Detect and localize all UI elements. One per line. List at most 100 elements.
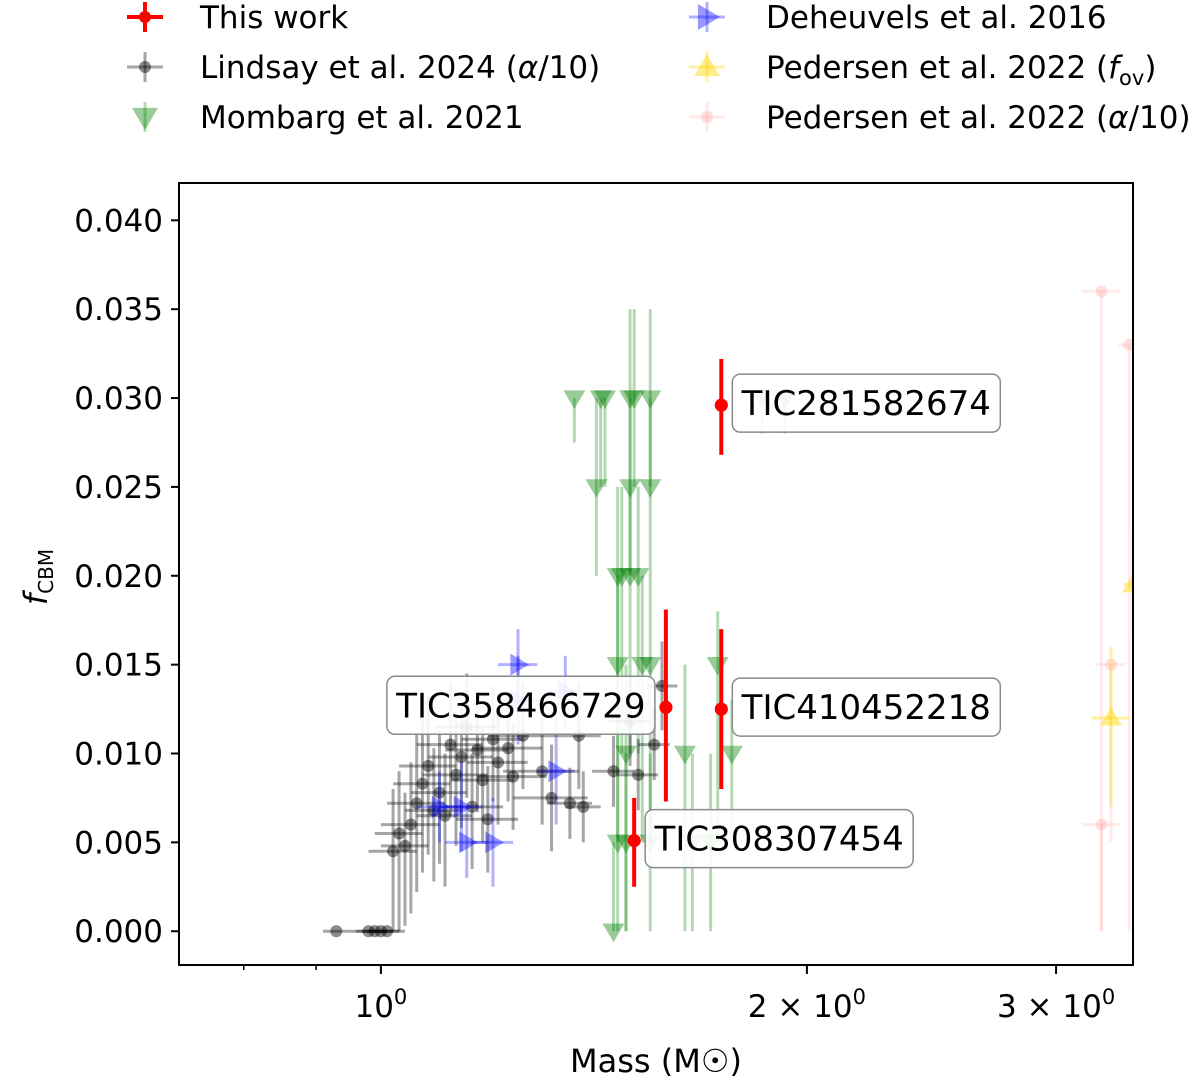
legend-label-symbol: α bbox=[1108, 100, 1128, 136]
legend-label-suffix: /10) bbox=[538, 50, 600, 86]
data-point bbox=[631, 656, 654, 676]
legend-label-text: Deheuvels et al. 2016 bbox=[766, 0, 1107, 36]
legend-marker bbox=[138, 10, 152, 24]
data-point bbox=[433, 786, 446, 799]
legend-label: Mombarg et al. 2021 bbox=[200, 100, 524, 136]
data-point bbox=[563, 390, 586, 410]
legend-label-suffix: ) bbox=[1144, 50, 1156, 86]
data-point bbox=[648, 738, 661, 751]
legend-item: Pedersen et al. 2022 (α/10) bbox=[689, 100, 1191, 136]
data-point bbox=[606, 656, 629, 676]
data-point bbox=[1099, 706, 1122, 726]
annotation-label: TIC281582674 bbox=[741, 384, 991, 424]
x-tick-label: 3 × 100 bbox=[997, 985, 1115, 1025]
data-point bbox=[602, 923, 625, 943]
data-point bbox=[619, 568, 642, 587]
data-point bbox=[720, 745, 743, 765]
data-point bbox=[706, 656, 729, 676]
data-point bbox=[632, 768, 645, 781]
data-point bbox=[623, 390, 646, 410]
data-point bbox=[714, 398, 728, 412]
legend-marker bbox=[700, 110, 714, 124]
data-point bbox=[476, 774, 489, 787]
data-point bbox=[438, 809, 452, 822]
data-point bbox=[639, 479, 662, 498]
series-lindsay-et-al-2024-10 bbox=[322, 641, 678, 938]
x-tick-label: 100 bbox=[354, 985, 407, 1025]
series-pedersen-et-al-2022-f-ov bbox=[1091, 531, 1133, 807]
data-point bbox=[593, 390, 616, 410]
data-point bbox=[393, 827, 406, 840]
svg-text:fCBM: fCBM bbox=[17, 549, 58, 605]
annotation-tic410452218: TIC410452218 bbox=[731, 677, 1002, 737]
annotation-label: TIC358466729 bbox=[395, 686, 645, 726]
data-point bbox=[585, 479, 608, 498]
data-point bbox=[606, 568, 629, 587]
data-point bbox=[466, 800, 479, 813]
data-point bbox=[627, 568, 650, 587]
annotations: TIC281582674 TIC358466729 TIC410452218 TIC3… bbox=[386, 373, 1002, 869]
x-tick-label-base: 10 bbox=[354, 989, 393, 1025]
data-point bbox=[410, 797, 423, 810]
data-point bbox=[453, 795, 473, 818]
data-point bbox=[659, 700, 673, 714]
data-point bbox=[444, 738, 457, 751]
data-point bbox=[714, 702, 728, 716]
data-point bbox=[1104, 658, 1117, 671]
data-point bbox=[619, 479, 642, 498]
legend-marker bbox=[697, 4, 720, 30]
data-point bbox=[380, 925, 394, 938]
axes: 0.000 0.005 0.010 0.015 0.020 0.025 0.030 0.035… bbox=[74, 203, 1115, 1025]
x-tick-label-base: 3 × 10 bbox=[997, 989, 1102, 1025]
legend-label-suffix: /10) bbox=[1129, 100, 1191, 136]
legend-marker bbox=[132, 107, 158, 130]
y-tick-label: 0.000 bbox=[74, 914, 163, 950]
data-point bbox=[510, 653, 530, 676]
data-point bbox=[374, 925, 387, 938]
y-tick-label: 0.035 bbox=[74, 292, 163, 328]
legend-item: Lindsay et al. 2024 (α/10) bbox=[127, 50, 600, 86]
legend-label: Pedersen et al. 2022 (α/10) bbox=[766, 100, 1191, 136]
data-point bbox=[1095, 818, 1108, 831]
y-tick-label: 0.010 bbox=[74, 737, 163, 773]
data-point bbox=[330, 925, 343, 938]
legend-item: Deheuvels et al. 2016 bbox=[689, 0, 1107, 36]
data-point bbox=[416, 777, 429, 790]
y-tick-label: 0.025 bbox=[74, 470, 163, 506]
data-point bbox=[362, 925, 375, 938]
data-point bbox=[455, 751, 468, 764]
data-point bbox=[398, 839, 412, 852]
data-point bbox=[502, 742, 515, 755]
data-point bbox=[563, 797, 576, 810]
legend-label: Pedersen et al. 2022 (fov) bbox=[766, 50, 1156, 90]
data-point bbox=[404, 818, 417, 831]
data-point bbox=[368, 925, 381, 938]
data-point bbox=[607, 765, 620, 778]
series-this-work bbox=[627, 358, 728, 887]
x-tick-label-exponent: 0 bbox=[853, 985, 866, 1009]
annotation-box bbox=[644, 808, 914, 869]
data-point bbox=[491, 756, 505, 769]
legend-label-text: Mombarg et al. 2021 bbox=[200, 100, 524, 136]
legend: This work Lindsay et al. 2024 (α/10) Momba… bbox=[127, 0, 1191, 136]
x-tick-label-exponent: 0 bbox=[1102, 985, 1115, 1009]
data-point bbox=[507, 770, 520, 783]
data-point bbox=[614, 745, 637, 765]
data-point bbox=[673, 745, 696, 765]
data-point bbox=[449, 768, 463, 781]
data-point bbox=[481, 813, 494, 826]
series-pedersen-et-al-2022-10 bbox=[1082, 285, 1133, 932]
data-point bbox=[1123, 338, 1133, 351]
series-mombarg-et-al-2021 bbox=[563, 309, 796, 943]
y-tick-label: 0.005 bbox=[74, 825, 163, 861]
data-point bbox=[485, 831, 504, 854]
legend-marker bbox=[138, 60, 152, 74]
legend-item: Pedersen et al. 2022 (fov) bbox=[689, 50, 1156, 90]
x-tick-label: 2 × 100 bbox=[748, 985, 866, 1025]
data-point bbox=[387, 845, 400, 858]
legend-label-text: Pedersen et al. 2022 ( bbox=[766, 100, 1108, 136]
legend-label-text: This work bbox=[199, 0, 348, 36]
legend-label: Lindsay et al. 2024 (α/10) bbox=[200, 50, 600, 86]
data-point bbox=[606, 834, 629, 854]
data-point bbox=[459, 831, 478, 854]
